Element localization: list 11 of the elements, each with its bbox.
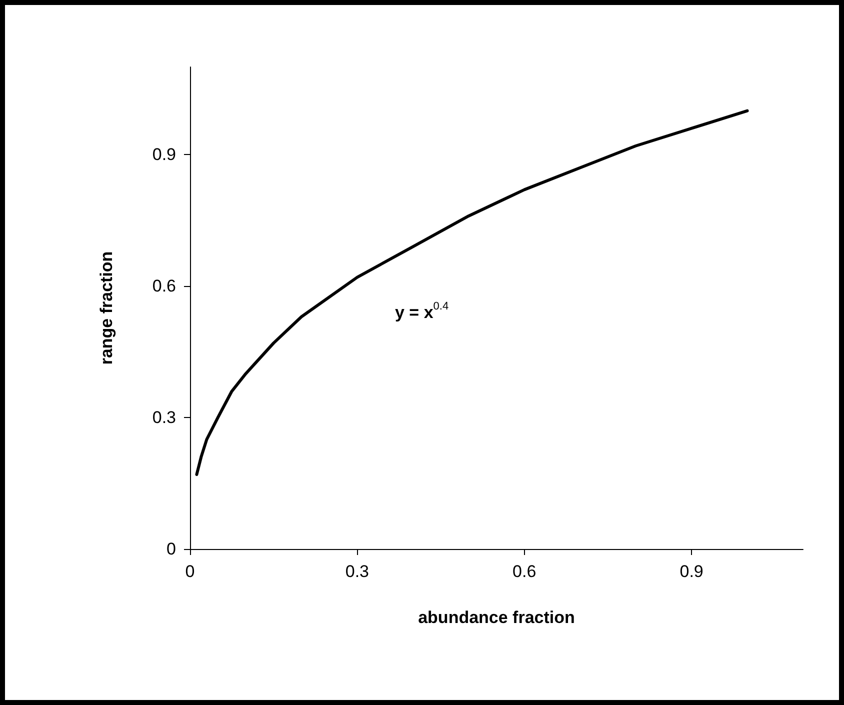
x-tick-label: 0.9 xyxy=(680,562,704,581)
x-tick-label: 0.6 xyxy=(512,562,536,581)
y-tick-label: 0.6 xyxy=(152,276,176,296)
line-series xyxy=(195,109,749,476)
y-tick-label: 0 xyxy=(166,540,176,558)
x-axis-title: abundance fraction xyxy=(418,608,575,627)
y-tick-label: 0.3 xyxy=(152,408,176,428)
x-tick-label: 0.3 xyxy=(345,562,369,581)
y-tick-label: 0.9 xyxy=(152,145,176,164)
y-axis-title: range fraction xyxy=(97,251,116,365)
x-tick-label: 0 xyxy=(185,562,195,581)
